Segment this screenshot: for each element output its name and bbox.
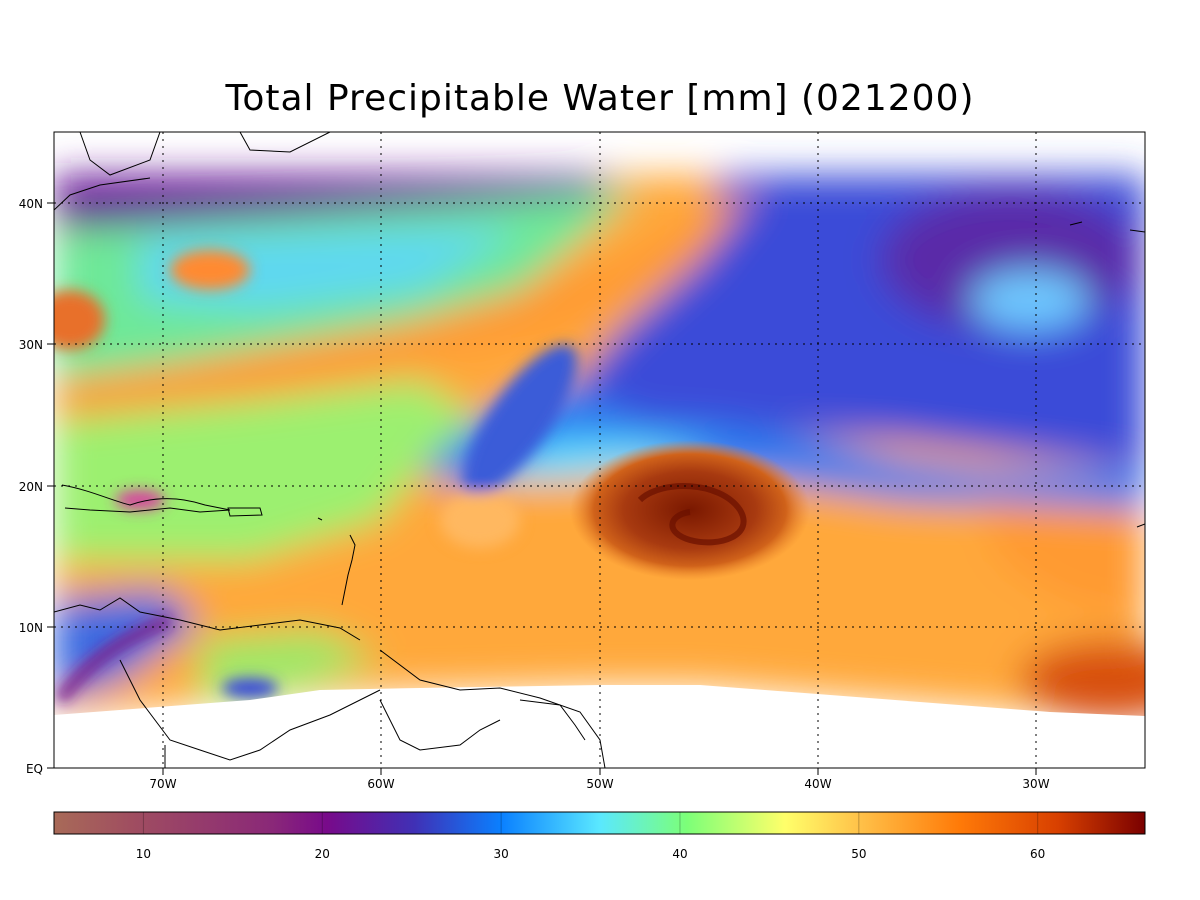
- lat-label-eq: EQ: [26, 762, 43, 776]
- colorbar-tick-label: 20: [315, 847, 330, 861]
- coastlines: [54, 132, 1145, 768]
- lon-label-40w: 40W: [804, 777, 831, 791]
- lon-label-70w: 70W: [149, 777, 176, 791]
- lat-label-30n: 30N: [19, 338, 43, 352]
- hurricane-core: [570, 440, 810, 580]
- colorbar-tick-label: 30: [493, 847, 508, 861]
- lat-label-10n: 10N: [19, 621, 43, 635]
- precipitable-water-field: [54, 132, 1145, 768]
- colorbar-tick-label: 40: [672, 847, 687, 861]
- lon-label-50w: 50W: [586, 777, 613, 791]
- colorbar: 10 20 30 40 50 60: [53, 811, 1146, 861]
- colorbar-tick-label: 50: [851, 847, 866, 861]
- map-title: Total Precipitable Water [mm] (021200): [225, 78, 975, 119]
- lon-label-60w: 60W: [367, 777, 394, 791]
- colorbar-tick-label: 60: [1030, 847, 1045, 861]
- lon-label-30w: 30W: [1022, 777, 1049, 791]
- colorbar-tick-label: 10: [136, 847, 151, 861]
- colorbar-gradient: [53, 811, 1146, 835]
- lat-label-40n: 40N: [19, 197, 43, 211]
- gridlines: [54, 132, 1145, 768]
- lat-label-20n: 20N: [19, 480, 43, 494]
